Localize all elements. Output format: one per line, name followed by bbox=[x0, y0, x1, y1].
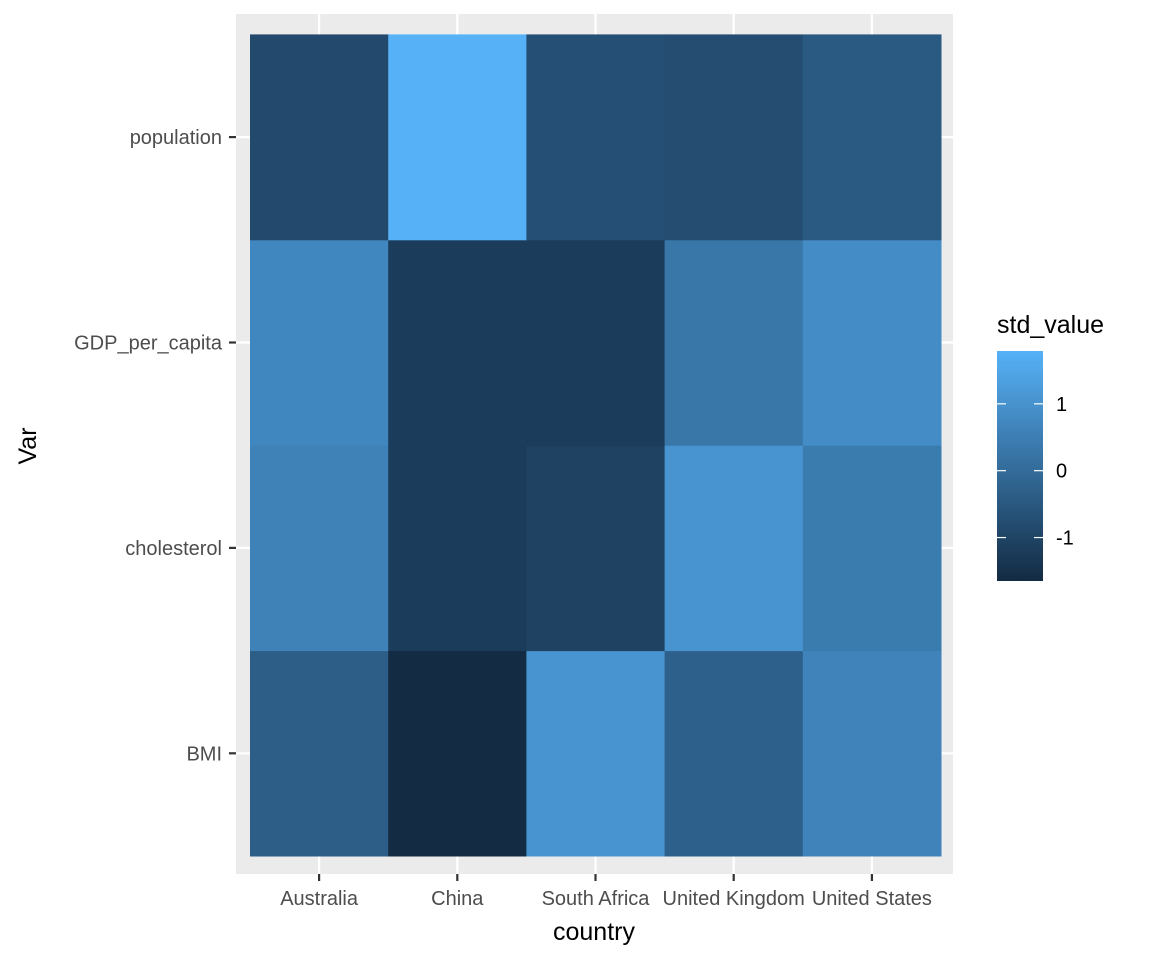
legend-color-bar bbox=[997, 351, 1043, 581]
heatmap-tile bbox=[250, 445, 389, 652]
legend-tick-label: 1 bbox=[1056, 394, 1067, 416]
legend-title: std_value bbox=[997, 311, 1104, 339]
heatmap-tile bbox=[802, 239, 942, 446]
heatmap-tile bbox=[802, 445, 942, 652]
heatmap-tile bbox=[664, 239, 804, 446]
legend-tick-label: -1 bbox=[1056, 528, 1074, 550]
heatmap-tile bbox=[526, 239, 666, 446]
legend-ticks: 1 0 -1 bbox=[997, 394, 1074, 550]
heatmap-tile bbox=[802, 34, 942, 241]
heatmap-tile bbox=[388, 239, 527, 446]
heatmap-tile bbox=[526, 34, 666, 241]
x-tick-label: United Kingdom bbox=[663, 888, 805, 910]
legend-tick-label: 0 bbox=[1056, 461, 1067, 483]
y-axis: BMI cholesterol GDP_per_capita population bbox=[74, 127, 236, 765]
heatmap-tiles bbox=[250, 34, 942, 857]
heatmap-tile bbox=[388, 445, 527, 652]
x-axis: Australia China South Africa United Kingdom… bbox=[280, 874, 932, 910]
x-tick-label: China bbox=[431, 888, 484, 910]
y-tick-label: BMI bbox=[186, 743, 222, 765]
y-tick-label: cholesterol bbox=[125, 538, 222, 560]
y-tick-label: population bbox=[130, 127, 222, 149]
x-axis-title: country bbox=[553, 918, 635, 946]
heatmap-tile bbox=[250, 34, 389, 241]
heatmap-tile bbox=[250, 650, 389, 857]
x-tick-label: South Africa bbox=[542, 888, 651, 910]
x-tick-label: Australia bbox=[280, 888, 359, 910]
heatmap-tile bbox=[388, 34, 527, 241]
heatmap-tile bbox=[250, 239, 389, 446]
heatmap-tile bbox=[802, 650, 942, 857]
heatmap-tile bbox=[664, 34, 804, 241]
y-tick-label: GDP_per_capita bbox=[74, 333, 223, 355]
heatmap-tile bbox=[526, 445, 666, 652]
x-tick-label: United States bbox=[812, 888, 932, 910]
heatmap-tile bbox=[526, 650, 666, 857]
heatmap-tile bbox=[388, 650, 527, 857]
heatmap-tile bbox=[664, 650, 804, 857]
y-axis-title: Var bbox=[14, 427, 42, 464]
heatmap-tile bbox=[664, 445, 804, 652]
legend: std_value 1 0 -1 bbox=[997, 311, 1104, 581]
